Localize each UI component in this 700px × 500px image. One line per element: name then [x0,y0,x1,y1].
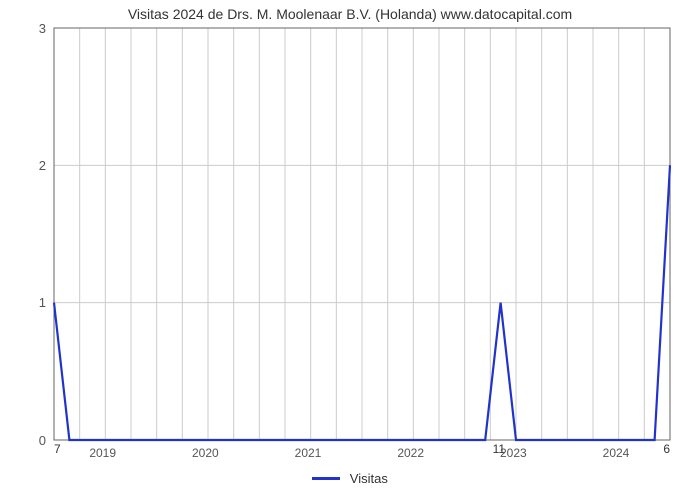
y-tick-label: 3 [39,21,46,36]
x-tick-label: 2021 [295,446,322,460]
plot-area [54,28,670,440]
data-point-label: 11 [493,442,505,456]
legend: Visitas [0,470,700,486]
data-point-label: 6 [663,442,670,456]
y-tick-label: 1 [39,295,46,310]
x-tick-label: 2022 [397,446,424,460]
chart-title: Visitas 2024 de Drs. M. Moolenaar B.V. (… [0,6,700,22]
legend-label: Visitas [350,471,388,486]
x-tick-label: 2020 [192,446,219,460]
chart-container: { "chart": { "type": "line", "title": "V… [0,0,700,500]
y-tick-label: 0 [39,433,46,448]
x-tick-label: 2019 [89,446,116,460]
x-tick-label: 2024 [603,446,630,460]
y-tick-label: 2 [39,158,46,173]
data-point-label: 7 [54,442,61,456]
legend-swatch [312,477,340,480]
plot-svg [54,28,670,440]
